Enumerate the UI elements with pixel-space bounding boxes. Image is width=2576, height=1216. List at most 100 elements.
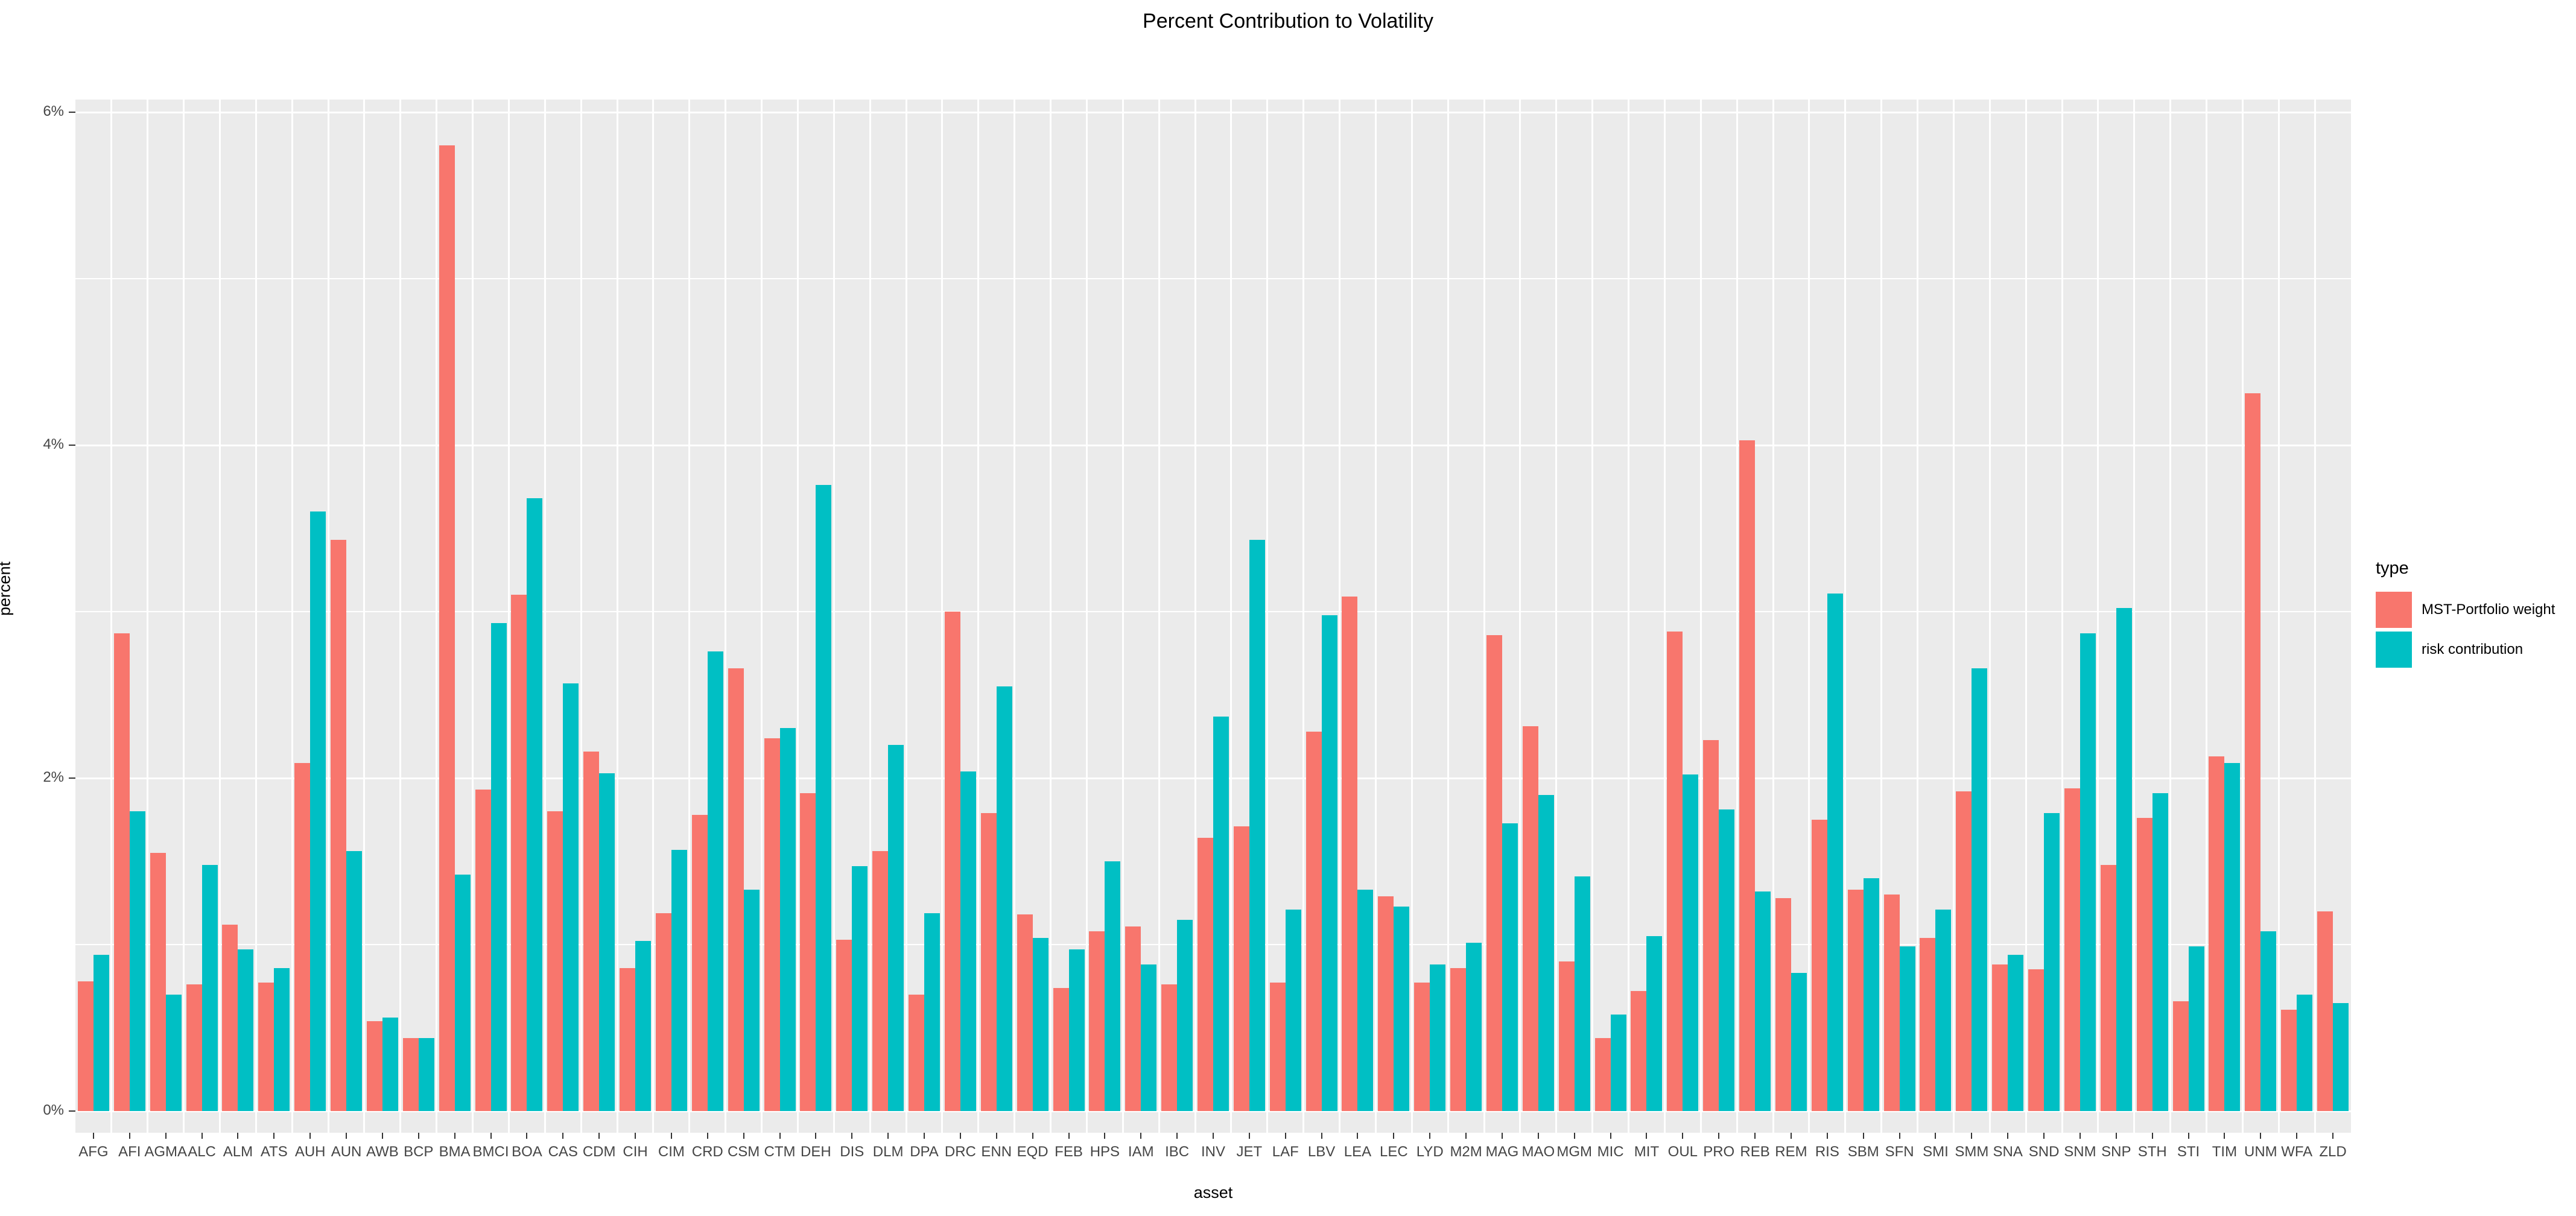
grid-vline xyxy=(725,100,727,1133)
y-tick-label: 2% xyxy=(43,769,64,785)
x-axis-tick xyxy=(201,1133,203,1139)
grid-vline xyxy=(869,100,871,1133)
x-tick-label: CIM xyxy=(658,1144,685,1160)
x-axis-tick xyxy=(1754,1133,1756,1139)
bar-CDM-mst-portfolio-weight xyxy=(583,751,600,1111)
x-tick-label: REB xyxy=(1740,1144,1770,1160)
legend-swatch-mst-portfolio-weight xyxy=(2376,592,2412,628)
bar-LAF-risk-contribution xyxy=(1285,910,1301,1111)
x-axis-tick xyxy=(2115,1133,2117,1139)
bar-IBC-mst-portfolio-weight xyxy=(1161,984,1178,1111)
grid-vline xyxy=(436,100,438,1133)
x-tick-label: UNM xyxy=(2244,1144,2277,1160)
x-tick-label: TIM xyxy=(2212,1144,2238,1160)
bar-LBV-risk-contribution xyxy=(1321,615,1337,1111)
x-tick-label: STH xyxy=(2137,1144,2167,1160)
legend-swatch-risk-contribution xyxy=(2376,632,2412,668)
grid-vline xyxy=(1121,100,1124,1133)
bar-INV-risk-contribution xyxy=(1213,716,1229,1111)
x-axis-tick xyxy=(743,1133,744,1139)
x-axis-tick xyxy=(635,1133,636,1139)
x-axis-tick xyxy=(2079,1133,2081,1139)
grid-vline xyxy=(507,100,510,1133)
x-axis-tick xyxy=(1465,1133,1467,1139)
x-axis-tick xyxy=(1610,1133,1611,1139)
bar-CSM-risk-contribution xyxy=(743,889,760,1111)
bar-STH-risk-contribution xyxy=(2152,793,2168,1111)
grid-vline xyxy=(1085,100,1088,1133)
bar-SNA-risk-contribution xyxy=(2008,954,2024,1111)
bar-DEH-mst-portfolio-weight xyxy=(800,793,816,1111)
x-axis-tick xyxy=(851,1133,853,1139)
x-tick-label: OUL xyxy=(1667,1144,1698,1160)
bar-IAM-mst-portfolio-weight xyxy=(1125,926,1141,1111)
y-tick-label: 0% xyxy=(43,1102,64,1118)
x-axis-tick xyxy=(1682,1133,1684,1139)
legend-entry-risk-contribution: risk contribution xyxy=(2376,632,2555,668)
bar-AUH-risk-contribution xyxy=(310,511,326,1111)
x-tick-label: AWB xyxy=(366,1144,399,1160)
bar-FEB-mst-portfolio-weight xyxy=(1053,987,1069,1111)
x-tick-label: BMCI xyxy=(472,1144,509,1160)
chart-title: Percent Contribution to Volatility xyxy=(1143,10,1433,33)
bar-DRC-risk-contribution xyxy=(960,771,976,1111)
y-tick-label: 4% xyxy=(43,436,64,452)
grid-vline xyxy=(1917,100,1919,1133)
bar-BCP-risk-contribution xyxy=(418,1037,434,1111)
grid-vline xyxy=(291,100,293,1133)
bar-SNP-risk-contribution xyxy=(2116,608,2132,1111)
x-axis-tick xyxy=(128,1133,130,1139)
bar-ALM-mst-portfolio-weight xyxy=(222,924,238,1111)
bar-BMCI-mst-portfolio-weight xyxy=(475,790,491,1111)
x-axis-tick xyxy=(1899,1133,1900,1139)
grid-vline xyxy=(1736,100,1738,1133)
x-tick-label: ENN xyxy=(981,1144,1012,1160)
bar-WFA-risk-contribution xyxy=(2297,994,2313,1111)
bar-ALC-mst-portfolio-weight xyxy=(186,984,202,1111)
grid-vline xyxy=(472,100,474,1133)
bar-LEA-mst-portfolio-weight xyxy=(1342,597,1358,1111)
grid-vline xyxy=(1808,100,1810,1133)
x-axis-tick xyxy=(1321,1133,1322,1139)
x-tick-label: DLM xyxy=(872,1144,904,1160)
x-axis-tick xyxy=(1573,1133,1575,1139)
bar-RIS-risk-contribution xyxy=(1827,593,1843,1111)
x-axis-tick xyxy=(815,1133,817,1139)
grid-vline xyxy=(183,100,185,1133)
bar-CAS-mst-portfolio-weight xyxy=(547,811,563,1111)
x-axis-tick xyxy=(1393,1133,1395,1139)
x-tick-label: STI xyxy=(2177,1144,2200,1160)
bar-M2M-mst-portfolio-weight xyxy=(1450,967,1467,1111)
x-tick-label: M2M xyxy=(1450,1144,1482,1160)
x-tick-label: RIS xyxy=(1815,1144,1839,1160)
bar-ENN-mst-portfolio-weight xyxy=(980,812,997,1111)
bar-SMI-mst-portfolio-weight xyxy=(1920,937,1936,1111)
grid-vline xyxy=(147,100,149,1133)
bar-LBV-mst-portfolio-weight xyxy=(1305,731,1322,1111)
bar-AGMA-risk-contribution xyxy=(165,994,182,1111)
x-tick-label: CIH xyxy=(623,1144,648,1160)
x-axis-tick xyxy=(706,1133,708,1139)
legend-title: type xyxy=(2376,559,2409,578)
bar-SMI-risk-contribution xyxy=(1935,910,1952,1111)
grid-vline xyxy=(2277,100,2280,1133)
bar-AUN-mst-portfolio-weight xyxy=(331,540,347,1111)
x-tick-label: AUN xyxy=(331,1144,362,1160)
bar-BMCI-risk-contribution xyxy=(490,623,507,1111)
x-axis-tick xyxy=(2260,1133,2262,1139)
bar-AWB-risk-contribution xyxy=(382,1018,398,1111)
legend-entry-mst-portfolio-weight: MST-Portfolio weight xyxy=(2376,592,2555,628)
bar-CDM-risk-contribution xyxy=(599,773,615,1111)
grid-major-line xyxy=(75,444,2351,446)
grid-vline xyxy=(1663,100,1666,1133)
x-tick-label: MIT xyxy=(1634,1144,1660,1160)
x-axis-tick xyxy=(670,1133,672,1139)
grid-vline xyxy=(218,100,221,1133)
grid-vline xyxy=(1772,100,1774,1133)
bar-HPS-risk-contribution xyxy=(1105,861,1121,1111)
x-axis-tick xyxy=(454,1133,455,1139)
grid-vline xyxy=(833,100,835,1133)
bar-CTM-mst-portfolio-weight xyxy=(764,738,780,1111)
x-tick-label: ALM xyxy=(223,1144,253,1160)
x-axis-tick xyxy=(1104,1133,1106,1139)
